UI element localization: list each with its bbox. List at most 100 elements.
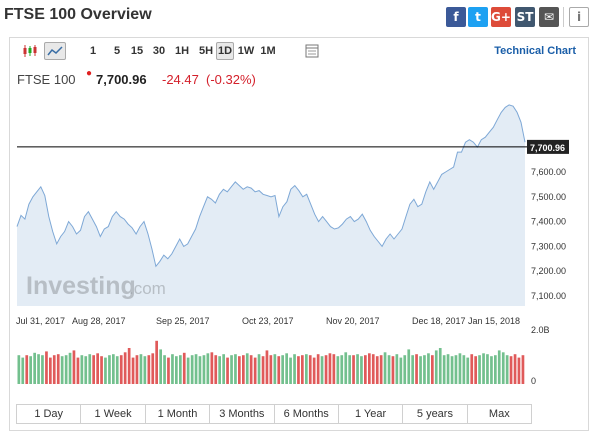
period-6-months[interactable]: 6 Months xyxy=(275,405,339,423)
volume-bar xyxy=(501,352,505,384)
volume-bar xyxy=(17,355,21,384)
volume-bar xyxy=(415,354,418,384)
volume-bar xyxy=(352,355,355,384)
y-tick-label: 7,600.00 xyxy=(531,167,566,177)
area-chart-icon[interactable] xyxy=(44,42,66,60)
technical-chart-link[interactable]: Technical Chart xyxy=(494,45,576,57)
volume-bar xyxy=(37,354,40,384)
interval-1d[interactable]: 1D xyxy=(216,42,234,60)
x-tick-label: Dec 18, 2017 xyxy=(412,316,466,326)
volume-bar xyxy=(403,355,407,384)
volume-bar xyxy=(108,355,111,384)
volume-bar xyxy=(25,355,29,384)
info-icon[interactable]: i xyxy=(569,7,589,27)
chart-settings-icon[interactable] xyxy=(303,42,321,60)
stocktwits-share-icon[interactable]: ST xyxy=(515,7,535,27)
volume-bar xyxy=(505,355,509,384)
x-tick-label: Aug 28, 2017 xyxy=(72,316,126,326)
interval-30[interactable]: 30 xyxy=(152,45,166,57)
volume-bar xyxy=(186,357,190,384)
volume-bar xyxy=(115,356,119,384)
volume-bar xyxy=(29,356,32,384)
interval-5h[interactable]: 5H xyxy=(198,45,214,57)
volume-bar xyxy=(320,356,324,384)
volume-bar xyxy=(419,356,422,384)
period-1-day[interactable]: 1 Day xyxy=(17,405,82,423)
volume-bar xyxy=(442,355,446,384)
volume-bar xyxy=(494,355,497,384)
volume-bar xyxy=(446,354,450,384)
interval-1m[interactable]: 1M xyxy=(260,45,276,57)
interval-1w[interactable]: 1W xyxy=(237,45,255,57)
volume-bar xyxy=(482,353,485,384)
volume-bar xyxy=(194,354,198,384)
volume-bar xyxy=(198,356,202,384)
price-area xyxy=(17,104,525,307)
period-1-month[interactable]: 1 Month xyxy=(146,405,211,423)
volume-bar xyxy=(139,354,143,384)
volume-bar xyxy=(521,355,525,384)
current-price-label-bg xyxy=(527,139,569,154)
volume-bar xyxy=(52,355,56,384)
interval-1[interactable]: 1 xyxy=(89,45,97,57)
email-share-icon[interactable]: ✉ xyxy=(539,7,559,27)
period-5-years[interactable]: 5 years xyxy=(403,405,468,423)
volume-bar xyxy=(163,355,166,384)
volume-bar xyxy=(458,353,462,384)
period-1-year[interactable]: 1 Year xyxy=(339,405,404,423)
interval-1h[interactable]: 1H xyxy=(174,45,190,57)
volume-bar xyxy=(190,355,194,384)
candlestick-chart-icon[interactable] xyxy=(20,42,40,60)
investing-watermark: Investing xyxy=(26,272,136,300)
facebook-share-icon[interactable]: f xyxy=(446,7,466,27)
volume-bar xyxy=(151,353,155,384)
volume-bar xyxy=(450,356,454,384)
volume-bar xyxy=(112,354,115,384)
volume-bar xyxy=(64,355,68,384)
volume-bar xyxy=(202,355,206,384)
period-1-week[interactable]: 1 Week xyxy=(81,405,146,423)
volume-bar xyxy=(249,355,253,384)
page-title: FTSE 100 Overview xyxy=(4,6,152,23)
volume-bar xyxy=(253,357,257,384)
interval-5[interactable]: 5 xyxy=(113,45,121,57)
volume-bar xyxy=(474,356,477,384)
x-tick-label: Oct 23, 2017 xyxy=(242,316,294,326)
volume-bar xyxy=(289,357,292,384)
volume-bar xyxy=(131,357,135,384)
volume-bar xyxy=(171,354,174,384)
volume-bar xyxy=(218,356,221,384)
volume-bar xyxy=(222,354,225,384)
volume-bar xyxy=(383,352,387,384)
volume-bar xyxy=(21,357,25,384)
period-max[interactable]: Max xyxy=(488,408,510,420)
volume-bar xyxy=(399,357,403,384)
volume-bar xyxy=(438,348,442,384)
price-chart[interactable]: 7,700.96 7,600.00 7,500.00 7,400.00 7,300.00… xyxy=(10,38,588,430)
volume-bar xyxy=(277,356,281,384)
volume-bar xyxy=(33,352,36,384)
volume-bar xyxy=(123,352,127,384)
x-tick-label: Sep 25, 2017 xyxy=(156,316,210,326)
volume-bar xyxy=(297,356,300,384)
volume-bar xyxy=(281,355,284,384)
volume-bar xyxy=(364,355,367,384)
volume-bar xyxy=(509,356,513,384)
volume-bar xyxy=(513,354,517,384)
period-3-months[interactable]: 3 Months xyxy=(210,405,275,423)
volume-bar xyxy=(285,353,288,384)
volume-bar xyxy=(60,356,64,384)
volume-bar xyxy=(454,355,458,384)
volume-bar xyxy=(391,356,395,384)
volume-bar xyxy=(423,355,426,384)
volume-bar xyxy=(340,355,344,384)
volume-bar xyxy=(368,353,371,384)
volume-bar xyxy=(305,354,308,384)
volume-bar xyxy=(517,357,521,384)
google-plus-share-icon[interactable]: G+ xyxy=(491,7,511,27)
volume-bar xyxy=(434,350,438,384)
twitter-share-icon[interactable]: t xyxy=(468,7,488,27)
interval-15[interactable]: 15 xyxy=(130,45,144,57)
index-name: FTSE 100 xyxy=(17,72,76,87)
y-tick-label: 7,500.00 xyxy=(531,192,566,202)
